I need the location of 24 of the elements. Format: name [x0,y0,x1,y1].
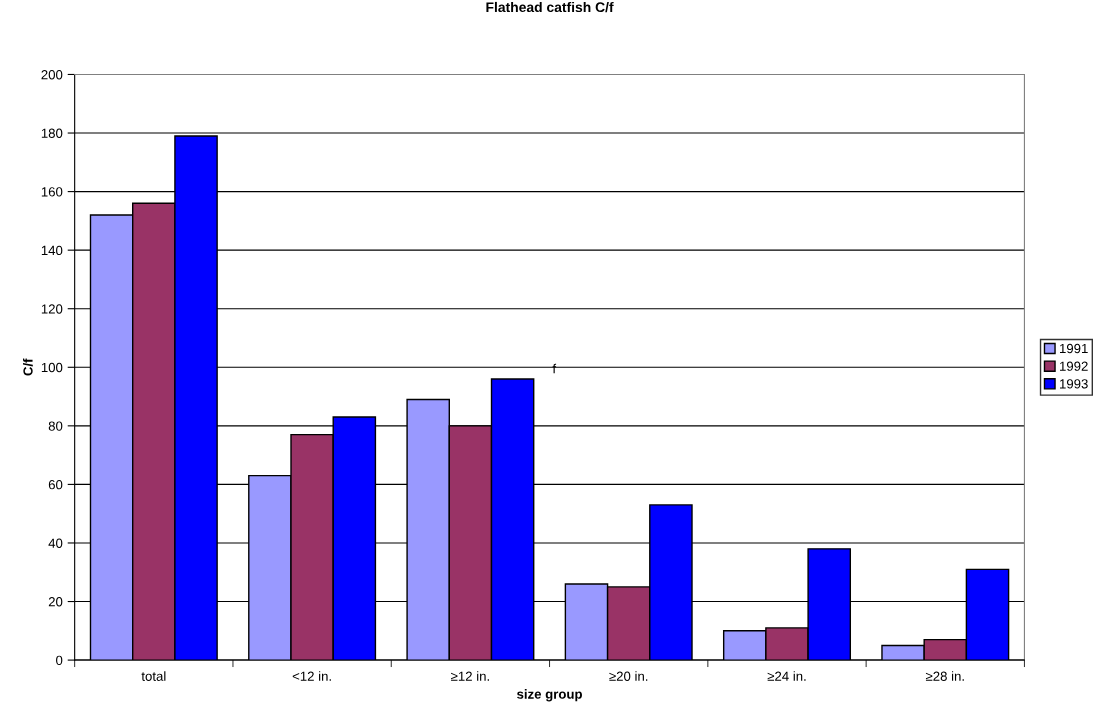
legend-label: 1992 [1060,361,1088,371]
y-tick-label: 180 [41,128,63,138]
y-tick-label: 40 [48,538,63,548]
y-tick-label: 0 [56,655,63,666]
x-axis-title: size group [517,689,582,702]
y-tick-label: 160 [41,187,63,197]
y-tick-label: 100 [41,362,63,373]
x-tick-label: ≥20 in. [609,671,648,681]
annotation: f [552,363,557,374]
x-tick-label: ≥24 in. [767,671,806,681]
y-tick-label: 60 [48,479,63,490]
x-tick-label: ≥12 in. [451,671,489,681]
legend-label: 1991 [1060,343,1088,354]
y-tick-label: 80 [48,421,63,431]
x-tick-label: <12 in. [292,671,331,681]
y-tick-label: 120 [41,304,63,314]
y-tick-label: 200 [41,70,63,80]
chart-title: Flathead catfish C/f [486,1,614,13]
legend-label: 1993 [1060,379,1088,389]
y-axis-title: C/f [22,358,33,376]
x-tick-label: ≥28 in. [925,671,964,681]
y-tick-label: 140 [41,245,63,256]
x-tick-label: total [141,671,166,681]
y-tick-label: 20 [48,597,63,607]
